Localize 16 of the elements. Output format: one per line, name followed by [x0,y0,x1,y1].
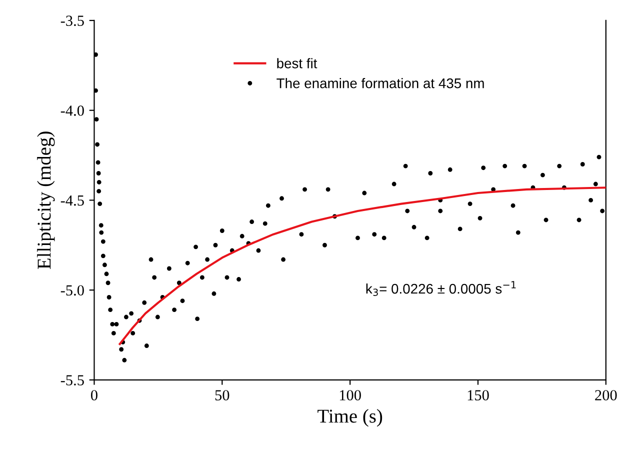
y-tick-label: -5.5 [60,375,84,386]
x-tick-label: 0 [90,390,98,400]
annotation: k$_{3}$= 0.0226 ± 0.0005 s$^{−1}$ [366,281,516,296]
x-tick-label: 50 [215,390,230,400]
y-tick-label: -4.5 [60,195,84,206]
x-tick-label: 100 [340,390,361,400]
y-tick-label: -5.0 [60,285,84,296]
line-series [118,186,606,346]
legend-label: The enamine formation at 435 nm [276,78,484,88]
y-tick-label: -4.0 [60,105,84,116]
x-tick-label: 150 [468,390,489,400]
legend-label: best fit [277,58,318,68]
x-axis-title: Time (s) [318,409,382,427]
y-axis-title: Ellipticity (mdeg) [37,132,55,270]
y-tick-label: -3.5 [60,16,84,26]
x-tick-label: 200 [595,390,617,400]
